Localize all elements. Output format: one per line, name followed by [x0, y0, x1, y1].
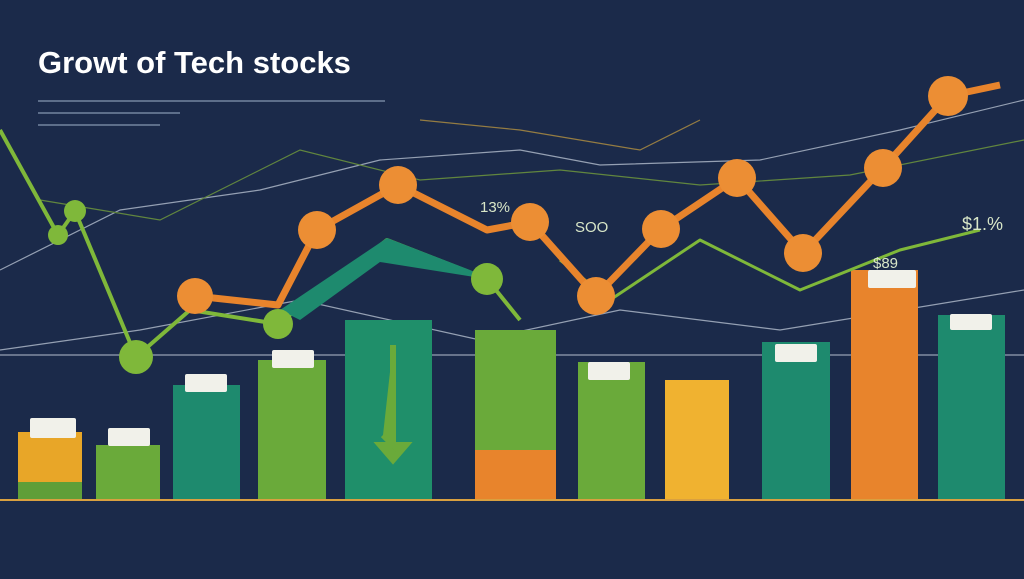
bar	[665, 380, 729, 500]
label: $1.%	[962, 214, 1003, 234]
subtitle-lines	[38, 100, 385, 126]
nodes	[48, 76, 968, 374]
bar-base	[18, 482, 82, 500]
label: SOO	[575, 219, 608, 236]
bar-base	[475, 450, 556, 500]
bar	[96, 445, 160, 500]
bar	[258, 360, 326, 500]
label: 13%	[480, 199, 510, 216]
bar-tags	[30, 270, 992, 446]
arrow	[373, 345, 413, 465]
bar	[173, 385, 240, 500]
bar	[578, 362, 645, 500]
bar	[762, 342, 830, 500]
bar	[851, 270, 918, 500]
label: $89	[873, 255, 898, 272]
title: Growt of Tech stocks	[38, 45, 351, 80]
bar	[938, 315, 1005, 500]
bars	[18, 270, 1005, 500]
